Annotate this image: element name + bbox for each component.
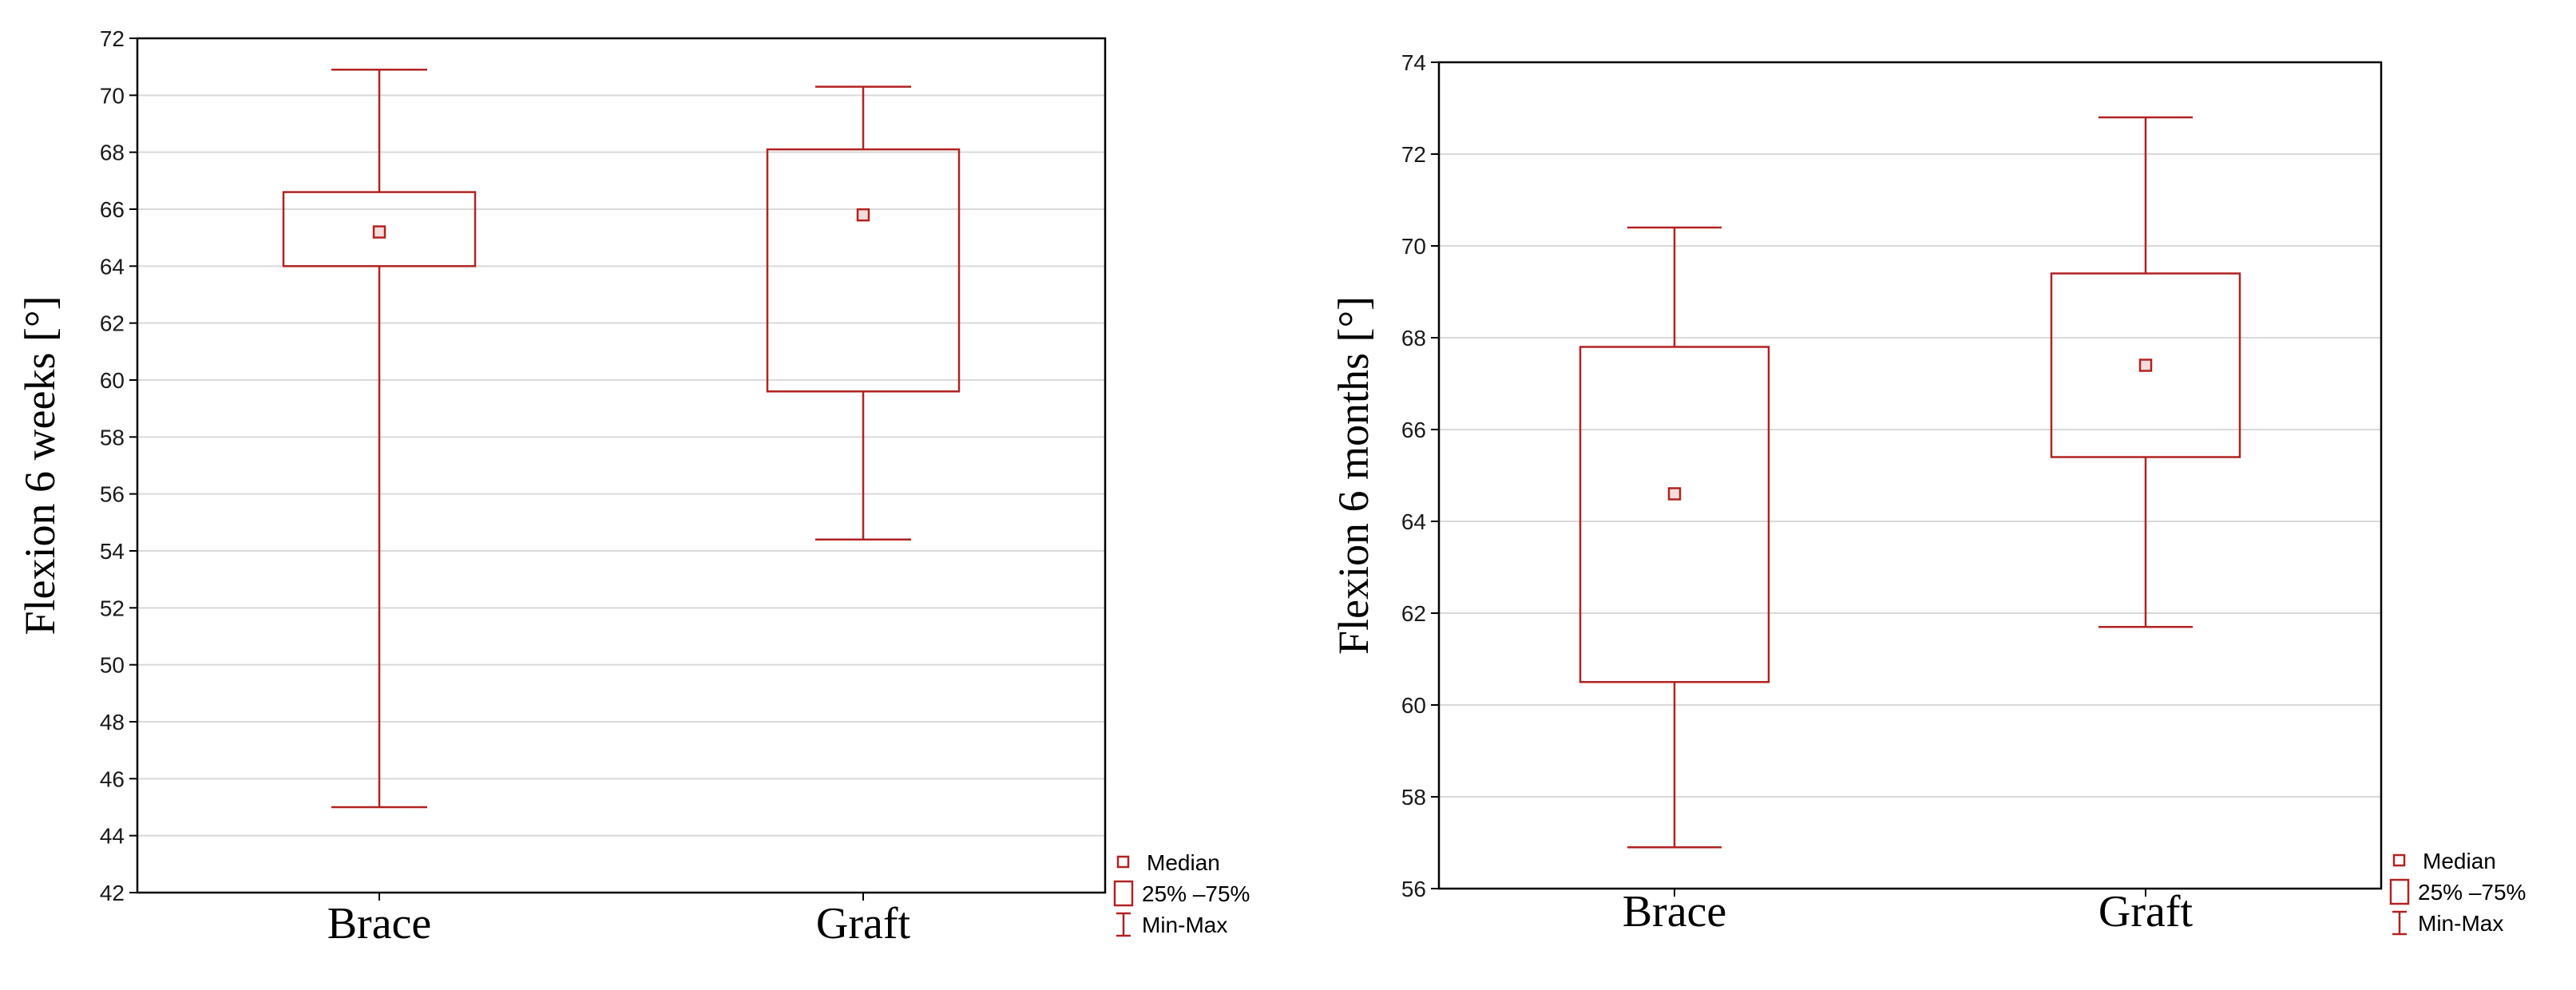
y-tick-label: 42 bbox=[100, 881, 125, 905]
legend-iqr-swatch bbox=[1113, 880, 1134, 907]
y-tick-label: 72 bbox=[1401, 142, 1426, 167]
legend-iqr-label: 25% –75% bbox=[1142, 881, 1250, 906]
legend: Median 25% –75% Min-Max bbox=[2389, 849, 2526, 936]
legend-iqr-label: 25% –75% bbox=[2418, 880, 2526, 905]
box-brace bbox=[282, 68, 477, 809]
x-category-label: Graft bbox=[816, 899, 911, 948]
y-tick-label: 66 bbox=[100, 197, 125, 222]
plot-frame bbox=[1437, 61, 2383, 890]
y-axis-label: Flexion 6 weeks [°] bbox=[16, 295, 64, 635]
x-category-label: Brace bbox=[1623, 887, 1727, 937]
y-axis-label: Flexion 6 months [°] bbox=[1330, 296, 1377, 655]
box-series bbox=[282, 68, 961, 809]
y-tick-label: 50 bbox=[100, 653, 125, 678]
median-marker bbox=[2138, 358, 2153, 372]
y-tick-label: 70 bbox=[1401, 234, 1426, 259]
iqr-box bbox=[766, 148, 961, 393]
y-tick-label: 62 bbox=[100, 311, 125, 336]
y-tick-label: 60 bbox=[1401, 693, 1426, 718]
x-category-label: Graft bbox=[2098, 887, 2194, 937]
chart-flexion-6-months: 56 58 60 62 64 66 68 70 72 74 Brace Graft Flexion … bbox=[1330, 50, 2526, 937]
y-tick-label: 58 bbox=[1401, 785, 1426, 810]
y-tick-label: 56 bbox=[1401, 877, 1426, 901]
legend: Median 25% –75% Min-Max bbox=[1113, 850, 1250, 937]
y-tick-label: 58 bbox=[100, 425, 125, 449]
y-tick-label: 74 bbox=[1401, 50, 1426, 75]
y-tick-label: 66 bbox=[1401, 418, 1426, 442]
box-graft bbox=[766, 85, 961, 541]
gridlines bbox=[1439, 153, 2381, 798]
x-axis-categories: Brace Graft bbox=[1623, 887, 2194, 937]
box-series bbox=[1579, 116, 2241, 849]
x-axis-categories: Brace Graft bbox=[327, 893, 911, 948]
iqr-box bbox=[2050, 272, 2241, 458]
legend-range-label: Min-Max bbox=[2418, 911, 2503, 936]
y-tick-label: 48 bbox=[100, 710, 125, 735]
y-tick-label: 46 bbox=[100, 766, 125, 791]
iqr-box bbox=[1579, 346, 1770, 683]
iqr-box bbox=[282, 191, 477, 267]
y-tick-label: 64 bbox=[100, 254, 125, 279]
median-marker bbox=[1667, 487, 1682, 501]
y-tick-label: 68 bbox=[1401, 326, 1426, 350]
y-tick-label: 54 bbox=[100, 539, 125, 564]
y-tick-label: 62 bbox=[1401, 601, 1426, 626]
legend-range-label: Min-Max bbox=[1142, 913, 1227, 937]
y-tick-label: 60 bbox=[100, 368, 125, 393]
y-tick-label: 44 bbox=[100, 824, 125, 849]
legend-median-label: Median bbox=[2423, 849, 2496, 873]
box-brace bbox=[1579, 226, 1770, 849]
x-category-label: Brace bbox=[327, 899, 432, 948]
y-tick-label: 56 bbox=[100, 482, 125, 507]
y-tick-label: 72 bbox=[100, 26, 125, 51]
legend-iqr-swatch bbox=[2389, 878, 2410, 905]
y-tick-label: 70 bbox=[100, 83, 125, 108]
legend-range-swatch bbox=[2392, 910, 2407, 936]
y-tick-label: 64 bbox=[1401, 509, 1426, 534]
plot-frame bbox=[136, 37, 1107, 894]
y-axis-ticks: 42 44 46 48 50 52 54 56 58 60 62 64 66 68 70 72 bbox=[100, 26, 137, 905]
median-marker bbox=[372, 225, 386, 239]
box-graft bbox=[2050, 116, 2241, 628]
legend-median-label: Median bbox=[1147, 850, 1220, 875]
median-marker bbox=[856, 208, 870, 222]
chart-flexion-6-weeks: 42 44 46 48 50 52 54 56 58 60 62 64 66 68 70 72 Brace Gr… bbox=[16, 26, 1250, 948]
legend-median-swatch bbox=[1116, 855, 1130, 869]
y-tick-label: 68 bbox=[100, 141, 125, 165]
y-tick-label: 52 bbox=[100, 596, 125, 620]
legend-range-swatch bbox=[1116, 912, 1131, 937]
legend-median-swatch bbox=[2392, 853, 2406, 867]
y-axis-ticks: 56 58 60 62 64 66 68 70 72 74 bbox=[1401, 50, 1439, 901]
